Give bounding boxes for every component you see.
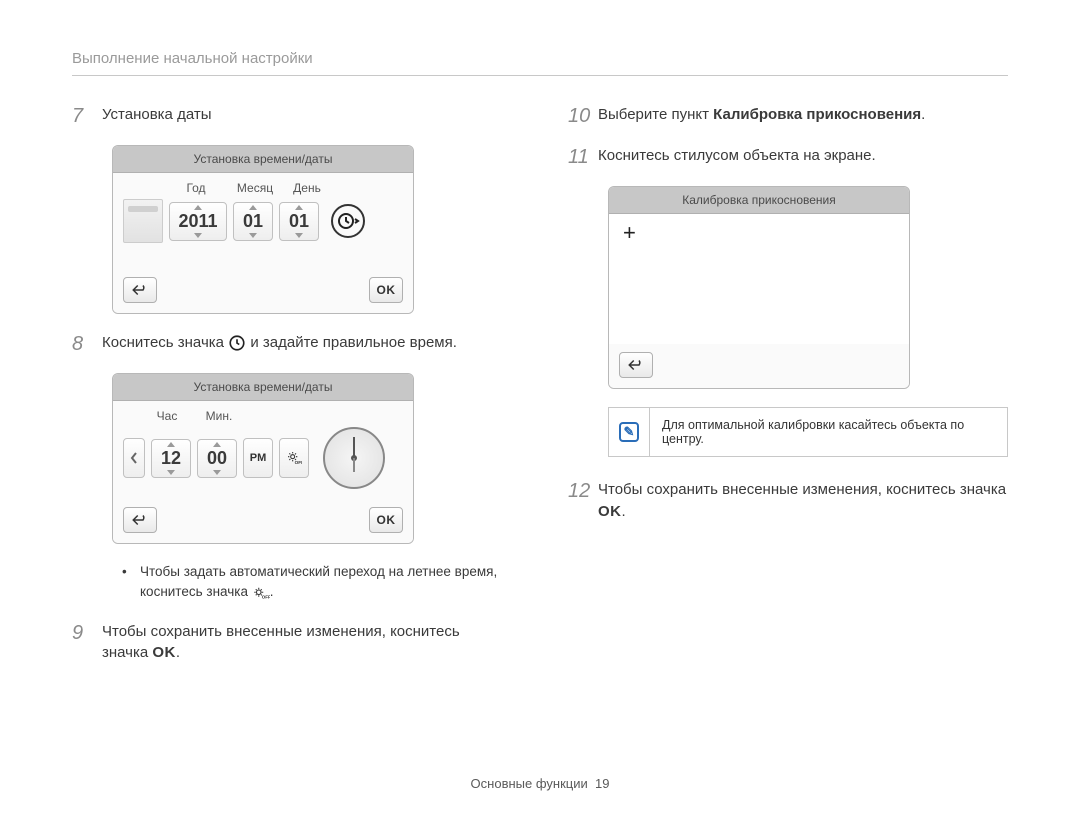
page-header: Выполнение начальной настройки: [72, 50, 1008, 76]
step-10: 10 Выберите пункт Калибровка прикосновен…: [568, 104, 1008, 131]
back-button[interactable]: [123, 507, 157, 533]
step-8: 8 Коснитесь значка и задайте правильное …: [72, 332, 508, 359]
info-icon: ✎: [619, 422, 639, 442]
step-number: 11: [568, 143, 598, 172]
calendar-icon: [123, 199, 163, 243]
dst-button[interactable]: OFF: [279, 438, 309, 478]
prev-button[interactable]: [123, 438, 145, 478]
step-text: Коснитесь значка и задайте правильное вр…: [102, 332, 508, 354]
back-button[interactable]: [619, 352, 653, 378]
year-spinner[interactable]: 2011: [169, 202, 227, 241]
tip-text: Для оптимальной калибровки касайтесь объ…: [649, 408, 1007, 456]
label-day: День: [287, 181, 327, 195]
ampm-button[interactable]: PM: [243, 438, 273, 478]
label-month: Месяц: [235, 181, 275, 195]
hour-spinner[interactable]: 12: [151, 439, 191, 478]
clock-mode-button[interactable]: [331, 204, 365, 238]
back-button[interactable]: [123, 277, 157, 303]
step-number: 9: [72, 619, 102, 648]
label-min: Мин.: [199, 409, 239, 423]
right-column: 10 Выберите пункт Калибровка прикосновен…: [568, 104, 1008, 678]
tip-box: ✎ Для оптимальной калибровки касайтесь о…: [608, 407, 1008, 457]
step-number: 7: [72, 102, 102, 131]
step-text: Чтобы сохранить внесенные изменения, кос…: [598, 479, 1008, 523]
dst-icon: OFF: [252, 586, 270, 600]
page-footer: Основные функции 19: [0, 776, 1080, 791]
analog-clock-icon: [323, 427, 385, 489]
step-11: 11 Коснитесь стилусом объекта на экране.: [568, 145, 1008, 172]
step-text: Выберите пункт Калибровка прикосновения.: [598, 104, 1008, 126]
screen-title: Установка времени/даты: [113, 374, 413, 401]
step-number: 10: [568, 102, 598, 131]
step-text: Коснитесь стилусом объекта на экране.: [598, 145, 1008, 167]
month-spinner[interactable]: 01: [233, 202, 273, 241]
day-spinner[interactable]: 01: [279, 202, 319, 241]
time-screen: Установка времени/даты Час Мин. 12 00 PM: [112, 373, 414, 544]
minute-spinner[interactable]: 00: [197, 439, 237, 478]
step-text: Чтобы сохранить внесенные изменения, кос…: [102, 621, 508, 665]
label-year: Год: [169, 181, 223, 195]
step-number: 8: [72, 330, 102, 359]
ok-icon: OK: [598, 503, 622, 520]
left-column: 7 Установка даты Установка времени/даты …: [72, 104, 508, 678]
step-number: 12: [568, 477, 598, 506]
ok-button[interactable]: OK: [369, 507, 403, 533]
clock-icon: [228, 334, 246, 352]
screen-title: Установка времени/даты: [113, 146, 413, 173]
dst-note: • Чтобы задать автоматический переход на…: [122, 562, 508, 603]
step-12: 12 Чтобы сохранить внесенные изменения, …: [568, 479, 1008, 523]
step-9: 9 Чтобы сохранить внесенные изменения, к…: [72, 621, 508, 665]
label-hour: Час: [147, 409, 187, 423]
ok-icon: OK: [152, 644, 176, 661]
calibration-screen: Калибровка прикосновения +: [608, 186, 910, 389]
step-7: 7 Установка даты: [72, 104, 508, 131]
step-text: Установка даты: [102, 104, 508, 126]
screen-title: Калибровка прикосновения: [609, 187, 909, 214]
date-screen: Установка времени/даты Год Месяц День 20…: [112, 145, 414, 314]
ok-button[interactable]: OK: [369, 277, 403, 303]
svg-text:OFF: OFF: [262, 594, 270, 599]
svg-text:OFF: OFF: [295, 460, 302, 465]
dst-icon: OFF: [286, 450, 302, 466]
calibration-target-icon[interactable]: +: [623, 222, 636, 244]
